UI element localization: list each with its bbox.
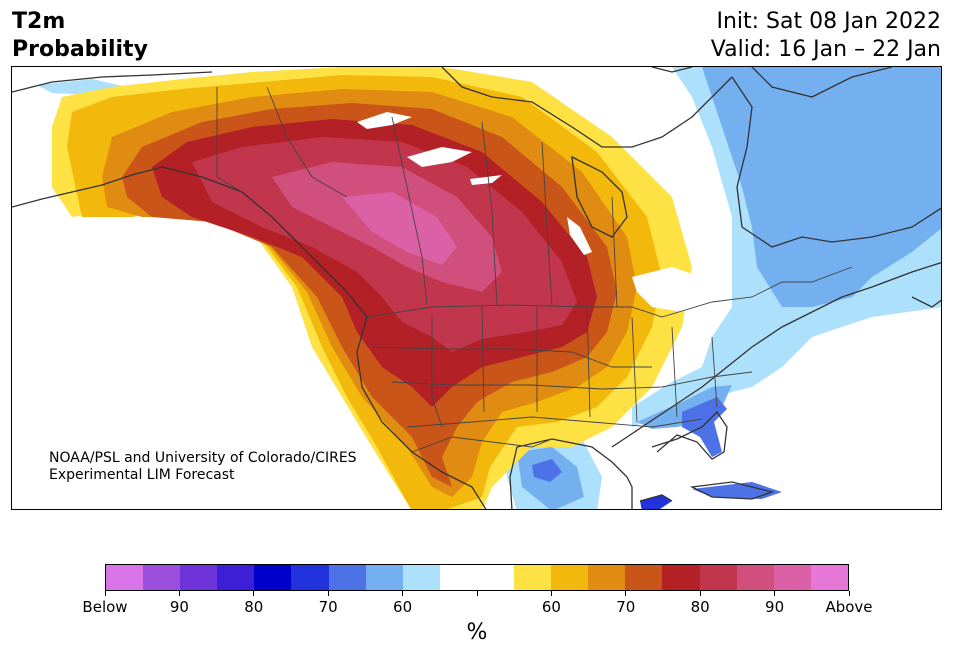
colorbar-segment [291, 565, 329, 590]
colorbar-segment [551, 565, 589, 590]
colorbar-segment [365, 565, 403, 590]
colorbar-segment [143, 565, 181, 590]
below-80-cuba [640, 495, 672, 509]
credit-line-1: NOAA/PSL and University of Colorado/CIRE… [49, 450, 357, 466]
colorbar-tick-label: 60 [393, 598, 413, 616]
credit-line-2: Experimental LIM Forecast [49, 467, 235, 483]
below-70-caribbean [692, 482, 782, 499]
colorbar-tick-label: 80 [244, 598, 264, 616]
colorbar-segment [328, 565, 366, 590]
great-bear-lake [407, 147, 472, 167]
colorbar-tick [402, 591, 404, 596]
colorbar-segment [625, 565, 663, 590]
title-line-2: Probability [12, 37, 148, 62]
colorbar-tick [327, 591, 329, 596]
above-peak-core [342, 192, 457, 265]
colorbar-segment [514, 565, 552, 590]
forecast-map [11, 66, 942, 510]
valid-range: Valid: 16 Jan – 22 Jan [710, 37, 941, 62]
political-borders [216, 86, 853, 453]
colorbar-segment [402, 565, 440, 590]
lake-winnipeg [567, 217, 592, 255]
colorbar-tick-label: 60 [541, 598, 561, 616]
colorbar-tick-label: 70 [318, 598, 338, 616]
colorbar-tick-label: 80 [690, 598, 710, 616]
great-lakes [632, 267, 712, 312]
colorbar-segment [439, 565, 477, 590]
chart-title: T2m Probability [12, 8, 148, 64]
colorbar-tick [774, 591, 776, 596]
init-date: Init: Sat 08 Jan 2022 [716, 9, 941, 34]
colorbar-tick-label: 90 [169, 598, 189, 616]
title-line-1: T2m [12, 9, 66, 34]
colorbar-tick [625, 591, 627, 596]
below-70-region [702, 67, 941, 307]
below-70-southeast [637, 385, 732, 429]
colorbar-tick [550, 591, 552, 596]
probability-map [12, 67, 941, 509]
colorbar-tick-label: 90 [765, 598, 785, 616]
colorbar-tick [699, 591, 701, 596]
forecast-credit: NOAA/PSL and University of Colorado/CIRE… [49, 450, 357, 484]
colorbar-segment [810, 565, 848, 590]
probability-colorbar [105, 564, 849, 591]
colorbar-segment [476, 565, 515, 590]
colorbar-tick [178, 591, 180, 596]
below-80-mexico [532, 459, 562, 482]
colorbar-segment [180, 565, 218, 590]
colorbar-segment [588, 565, 626, 590]
great-slave-lake [357, 112, 412, 129]
colorbar-segment [699, 565, 737, 590]
colorbar-unit: % [466, 620, 488, 645]
coastlines [12, 67, 941, 509]
below-80-florida [682, 397, 727, 457]
colorbar-segment [217, 565, 255, 590]
colorbar-segment [254, 565, 292, 590]
colorbar-tick [253, 591, 255, 596]
colorbar-segment [106, 565, 144, 590]
colorbar-tick [476, 591, 478, 596]
colorbar-segment [736, 565, 774, 590]
colorbar-segment [773, 565, 811, 590]
colorbar-tick-label: Above [825, 598, 873, 616]
colorbar-tick [848, 591, 850, 596]
colorbar-tick-label: Below [82, 598, 128, 616]
colorbar-segment [662, 565, 700, 590]
date-info: Init: Sat 08 Jan 2022 Valid: 16 Jan – 22… [711, 8, 941, 64]
colorbar-tick [104, 591, 106, 596]
colorbar-tick-label: 70 [616, 598, 636, 616]
lake-athabasca [470, 175, 502, 185]
